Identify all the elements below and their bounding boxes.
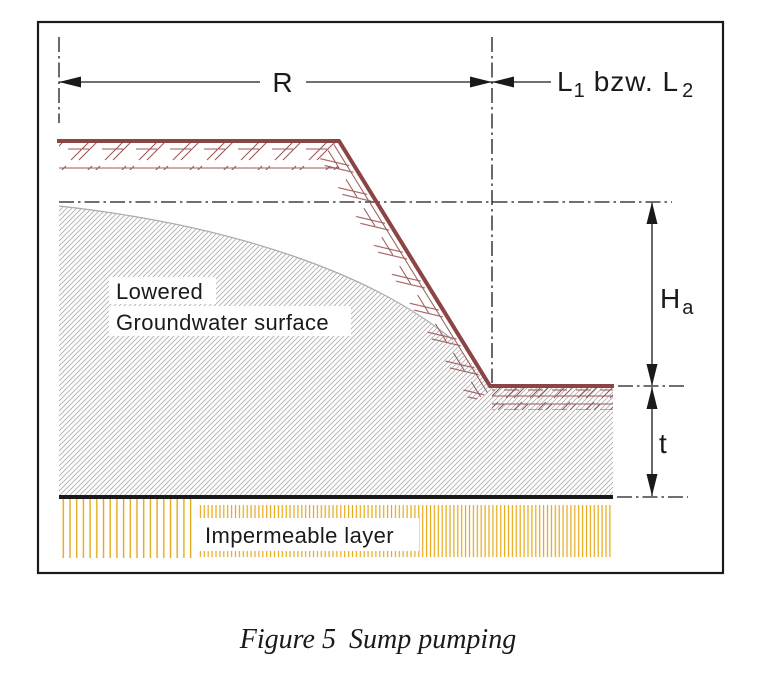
r-dimension-label: R [272,67,293,98]
ha-main-text: H [660,283,681,314]
ha-sub-text: a [682,297,694,319]
ground-surface-line [57,139,614,388]
impermeable-layer-label: Impermeable layer [205,523,394,548]
t-top-arrow-icon [646,387,658,409]
groundwater-label-bg [109,306,351,336]
ha-bottom-arrow-icon [646,364,658,386]
slope-hatch-group [315,141,493,404]
r-label-bg [260,67,306,96]
l-main-text: L [557,66,574,97]
ground-surface-hatch [59,143,339,170]
lowered-label: Lowered [116,279,203,304]
impermeable-hatch-left [59,499,193,558]
ha-dimension-label: Ha [660,283,694,319]
slope-hatch [315,141,493,404]
r-right-arrow-icon [470,76,492,88]
figure-caption: Figure 5 Sump pumping [239,624,516,655]
lowered-label-bg [109,277,216,304]
r-left-arrow-icon [59,76,81,88]
l-left-arrow-icon [492,76,514,88]
caption-number-text: Figure 5 [239,624,336,655]
soil-mass-region [59,206,613,497]
ha-top-arrow-icon [646,202,658,224]
l-mid-text: bzw. L [594,66,679,97]
figure-border [36,20,725,575]
dimension-arrows-group [59,76,658,496]
impermeable-label-bg [196,518,419,551]
t-bottom-arrow-icon [646,474,658,496]
caption-title-text: Sump pumping [349,624,516,655]
groundwater-surface-label: Groundwater surface [116,310,329,335]
pit-floor-hatch [492,388,613,410]
l-sub1-text: 1 [574,80,586,102]
l-sub2-text: 2 [682,80,694,102]
t-dimension-label: t [659,428,668,459]
